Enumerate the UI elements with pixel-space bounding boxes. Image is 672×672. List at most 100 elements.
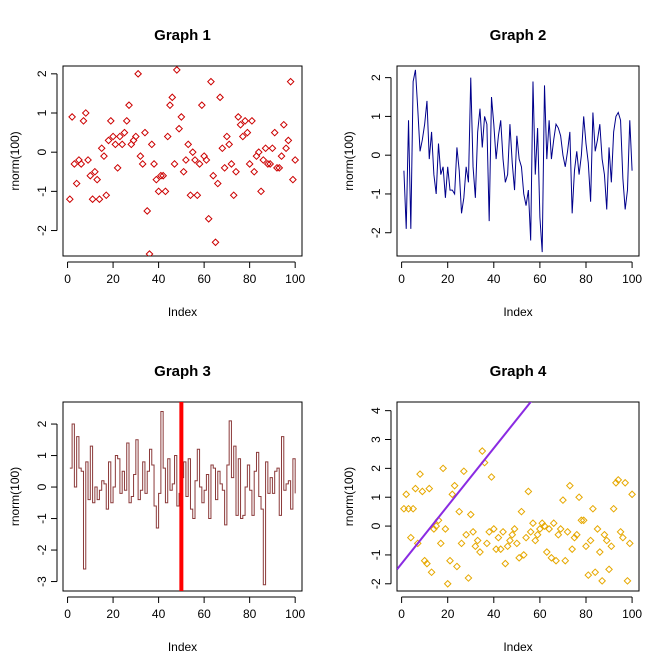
data-point [552, 556, 560, 565]
data-point [145, 250, 154, 256]
data-point [188, 148, 197, 157]
y-tick-label: -3 [35, 576, 49, 587]
data-point [554, 530, 563, 539]
x-tick-label: 0 [398, 272, 405, 286]
y-tick-label: 2 [35, 420, 49, 427]
data-point [612, 478, 620, 487]
x-tick-label: 20 [441, 272, 455, 286]
data-point [494, 533, 503, 542]
data-point [625, 539, 634, 548]
data-point [263, 160, 272, 168]
data-point [510, 525, 519, 533]
data-point [404, 504, 413, 513]
y-tick-label: 4 [369, 407, 383, 414]
x-axis-label: Index [503, 640, 532, 654]
data-point [526, 527, 535, 536]
x-tick-label: 80 [579, 272, 593, 286]
data-point [100, 152, 108, 161]
data-point [179, 167, 188, 176]
x-tick-label: 60 [533, 272, 547, 286]
data-point [602, 536, 611, 545]
data-point [68, 113, 77, 121]
data-point [487, 473, 496, 481]
data-point [234, 113, 243, 121]
y-tick-label: -1 [35, 513, 49, 524]
x-axis-label: Index [168, 305, 197, 319]
data-point [152, 175, 161, 184]
data-point [575, 493, 583, 502]
data-point [147, 140, 156, 149]
y-tick-label: 2 [35, 70, 49, 77]
data-point [411, 484, 420, 493]
data-point [209, 171, 218, 180]
x-tick-label: 60 [197, 607, 211, 621]
x-tick-label: 60 [197, 272, 211, 286]
data-point [143, 207, 152, 215]
data-point [429, 525, 438, 533]
data-point [439, 464, 448, 473]
data-point [598, 576, 607, 585]
data-point [65, 195, 74, 204]
x-tick-label: 40 [487, 607, 501, 621]
data-point [457, 539, 466, 548]
chart-title: Graph 1 [154, 27, 211, 44]
data-point [402, 490, 411, 499]
data-point [197, 101, 206, 110]
data-point [591, 568, 600, 577]
data-point [84, 156, 92, 164]
chart-panel-4: Graph 4 Index rnorm(100) 0 20 40 60 80 100 -2 -1 0 1… [342, 363, 642, 654]
data-point [79, 116, 88, 125]
data-point [102, 191, 111, 200]
data-point [154, 187, 163, 196]
data-point [524, 487, 533, 496]
data-point [241, 116, 250, 125]
data-point [448, 490, 457, 499]
data-point [93, 175, 102, 184]
data-point [582, 542, 590, 551]
data-point [136, 152, 145, 161]
y-tick-label: 2 [369, 74, 383, 81]
data-point [270, 128, 279, 137]
data-point [220, 163, 229, 172]
data-point [616, 527, 625, 536]
data-point [621, 478, 630, 487]
data-point [252, 152, 261, 161]
data-point [459, 467, 468, 476]
y-tick-label: 1 [369, 113, 383, 120]
data-point [531, 536, 540, 545]
data-point [238, 132, 247, 141]
x-tick-label: 40 [152, 272, 166, 286]
data-point [170, 160, 179, 168]
data-point [213, 179, 222, 188]
data-point [559, 496, 567, 505]
data-point [542, 548, 551, 556]
data-point [572, 530, 581, 539]
data-point [118, 140, 127, 149]
data-point [248, 116, 256, 125]
series-line [403, 69, 633, 253]
y-tick-label: 0 [369, 522, 383, 529]
data-point [275, 163, 284, 172]
x-axis-label: Index [503, 305, 532, 319]
data-point [200, 152, 209, 161]
x-tick-label: 80 [579, 607, 593, 621]
data-point [104, 136, 113, 145]
data-point [291, 156, 300, 164]
data-point [227, 160, 236, 168]
data-point [499, 527, 507, 536]
y-tick-label: 3 [369, 436, 383, 443]
data-point [225, 140, 234, 149]
x-tick-label: 60 [533, 607, 547, 621]
data-point [455, 507, 464, 516]
data-point [216, 93, 224, 102]
data-point [129, 136, 138, 145]
data-point [193, 191, 202, 200]
x-tick-label: 100 [622, 272, 642, 286]
data-point [540, 522, 549, 530]
data-point [565, 481, 574, 490]
data-point [588, 504, 597, 513]
data-point [503, 542, 512, 551]
data-point [623, 576, 632, 585]
data-point [115, 132, 124, 141]
